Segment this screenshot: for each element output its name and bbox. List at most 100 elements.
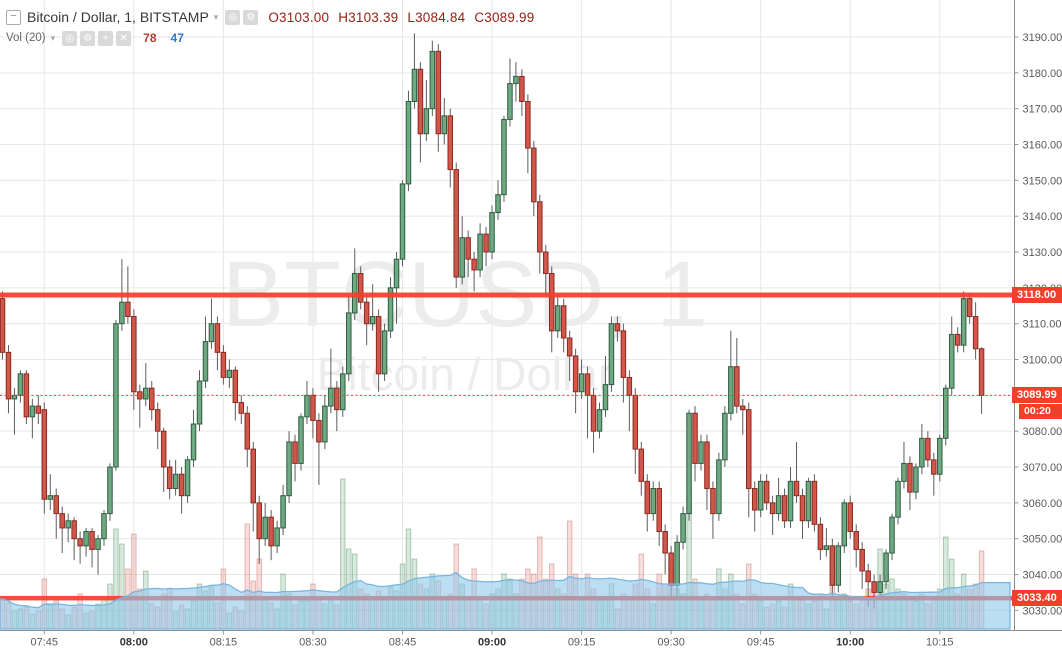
candle <box>692 406 698 482</box>
candle <box>238 395 245 425</box>
close-value: C3089.99 <box>474 9 535 25</box>
candle <box>793 441 800 503</box>
candle <box>578 359 585 399</box>
candle <box>89 527 95 568</box>
candle <box>925 431 931 468</box>
candle <box>381 323 388 382</box>
candle <box>274 520 280 554</box>
candle <box>686 409 692 521</box>
candle <box>841 499 848 554</box>
price-tick-label: 3140.00 <box>1023 211 1062 223</box>
time-axis[interactable]: 07:45 08:00 08:15 08:30 08:45 09:00 09:15 09:30… <box>31 630 954 649</box>
candle <box>178 467 185 514</box>
candle <box>41 402 48 514</box>
candle <box>781 488 788 528</box>
candle <box>280 484 286 536</box>
time-tick-label: 08:30 <box>299 637 327 649</box>
candle <box>632 388 639 475</box>
candle <box>937 434 943 482</box>
chevron-down-icon[interactable]: ▾ <box>213 11 219 22</box>
candle <box>704 434 710 511</box>
price-tick-label: 3070.00 <box>1023 462 1062 474</box>
candle <box>17 370 24 403</box>
candle <box>590 388 597 453</box>
price-tick-label: 3030.00 <box>1023 605 1062 617</box>
price-line-label-upper[interactable]: 3118.00 <box>1012 287 1062 303</box>
candle <box>477 223 483 278</box>
candle <box>907 456 913 511</box>
candle <box>459 216 465 285</box>
time-tick-label: 09:30 <box>657 637 685 649</box>
candle <box>423 80 430 141</box>
candle <box>799 488 806 539</box>
price-tick-label: 3050.00 <box>1023 534 1062 546</box>
chevron-down-icon[interactable]: ▾ <box>50 32 56 43</box>
candle <box>626 370 633 432</box>
price-tick-label: 3060.00 <box>1023 498 1062 510</box>
time-tick-label: 09:00 <box>478 637 506 649</box>
high-value: H3103.39 <box>338 9 399 25</box>
symbol-title[interactable]: Bitcoin / Dollar, 1, BITSTAMP <box>27 9 209 25</box>
chart-legend: − Bitcoin / Dollar, 1, BITSTAMP ▾ ◎ ⚙ O3… <box>6 7 543 47</box>
candle <box>537 194 543 274</box>
candle <box>614 316 621 342</box>
settings-icon[interactable]: ⚙ <box>243 9 259 25</box>
candle <box>853 524 859 568</box>
candle <box>740 398 746 435</box>
horizontal-price-line[interactable] <box>0 292 1012 298</box>
candle <box>608 316 615 392</box>
price-tick-label: 3160.00 <box>1023 140 1062 152</box>
candle <box>531 140 537 217</box>
candle <box>650 481 656 521</box>
add-icon[interactable]: + <box>98 30 114 46</box>
time-tick-label: 09:45 <box>747 637 775 649</box>
candle <box>966 293 973 324</box>
settings-icon[interactable]: ⚙ <box>80 30 96 46</box>
candle <box>0 291 6 360</box>
price-line-label-lower[interactable]: 3033.40 <box>1012 590 1062 607</box>
visibility-icon[interactable]: ◎ <box>62 30 78 46</box>
price-tick-label: 3190.00 <box>1023 32 1062 44</box>
candle <box>483 226 489 267</box>
visibility-icon[interactable]: ◎ <box>225 9 241 25</box>
candle <box>638 441 645 496</box>
candle <box>548 266 555 353</box>
candle <box>805 477 812 528</box>
candle <box>572 348 579 414</box>
candle <box>429 40 436 116</box>
time-tick-label: 08:45 <box>389 637 417 649</box>
candle <box>489 205 495 260</box>
candle <box>889 513 895 561</box>
candle <box>435 44 442 152</box>
candle <box>554 295 561 339</box>
candle <box>835 542 842 593</box>
candle <box>447 108 453 188</box>
candle <box>775 477 782 521</box>
candle <box>226 359 233 389</box>
candle <box>232 366 239 421</box>
candle <box>256 495 262 564</box>
candle <box>322 395 328 450</box>
volume-ma-fill <box>0 571 1011 630</box>
collapse-legend-icon[interactable]: − <box>6 9 21 25</box>
candle <box>399 180 406 267</box>
candle <box>208 298 215 349</box>
candle <box>954 327 961 353</box>
candle <box>811 474 818 532</box>
candle <box>71 517 77 561</box>
watermark-name: Bitcoin / Dollar <box>317 348 614 400</box>
candle <box>895 477 901 525</box>
candle <box>268 510 274 561</box>
indicator-name[interactable]: Vol (20) <box>6 32 46 44</box>
candle <box>214 316 221 371</box>
candle <box>960 291 967 353</box>
candle <box>310 388 316 439</box>
candle <box>35 395 42 425</box>
candle <box>519 69 525 116</box>
candle <box>602 355 609 417</box>
candle <box>131 309 137 410</box>
remove-icon[interactable]: ✕ <box>116 30 132 46</box>
candle <box>250 441 256 532</box>
time-tick-label: 07:45 <box>31 637 59 649</box>
